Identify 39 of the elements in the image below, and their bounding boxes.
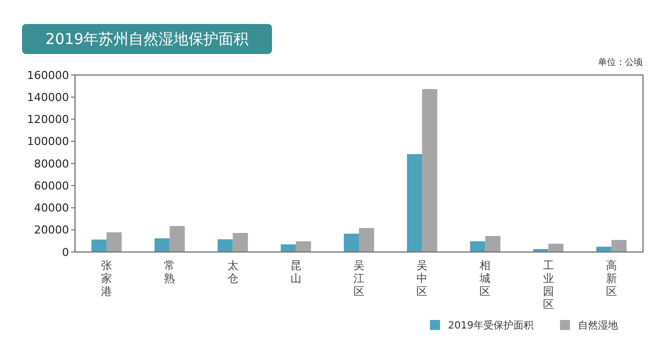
y-tick-label: 40000 [34,202,69,215]
bar [91,240,107,252]
bar [154,238,170,252]
bar [106,232,122,252]
y-tick-label: 120000 [27,113,69,126]
bar [470,241,486,252]
y-tick-label: 60000 [34,179,69,192]
x-tick-label: 工业园区 [542,259,554,311]
bar [548,244,564,252]
bar [218,239,233,252]
x-tick-label: 吴江区 [354,259,364,298]
x-tick-label: 张家港 [101,259,112,298]
y-tick-label: 20000 [34,224,69,237]
y-tick-label: 140000 [27,90,69,104]
x-tick-label: 吴中区 [416,259,428,298]
y-tick-label: 160000 [27,68,69,82]
bar [596,246,612,252]
bar [232,232,248,252]
legend-label: 2019年受保护面积 [448,320,534,332]
x-tick-label: 太仓 [227,259,238,285]
x-tick-label: 常熟 [164,259,176,285]
bar [359,228,374,252]
bar [296,241,312,252]
y-tick-label: 0 [62,246,69,259]
text: 单位：公顷 [598,57,643,68]
legend-label: 自然湿地 [578,320,618,332]
bar [611,240,627,252]
x-tick-label: 昆山 [290,259,302,285]
bar [406,154,422,252]
chart-title: 2019年苏州自然湿地保护面积 [45,30,249,48]
bar [344,234,359,252]
bar [422,89,438,252]
bar [485,236,500,252]
x-tick-label: 高新区 [606,259,617,298]
y-tick-label: 80000 [34,157,69,170]
bar [170,226,185,252]
y-tick-label: 100000 [27,135,69,148]
bar [280,244,296,252]
x-tick-label: 相城区 [478,259,491,298]
